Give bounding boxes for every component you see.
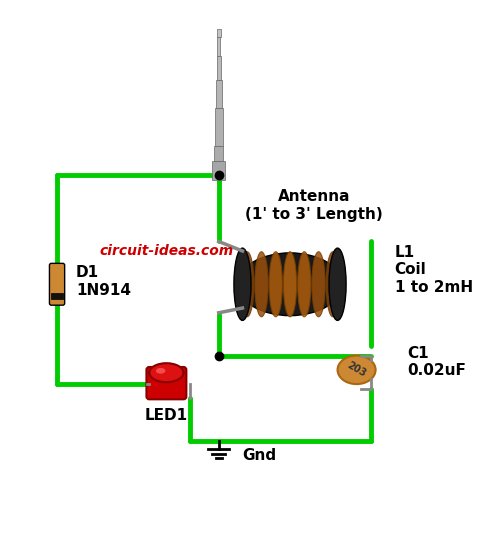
Bar [214, 146, 224, 161]
Text: L1
Coil
1 to 2mH: L1 Coil 1 to 2mH [394, 245, 473, 295]
Ellipse shape [337, 355, 376, 384]
Ellipse shape [329, 248, 346, 320]
Text: circuit-ideas.com: circuit-ideas.com [99, 244, 233, 258]
Bar [217, 30, 221, 37]
Text: Antenna
(1' to 3' Length): Antenna (1' to 3' Length) [245, 189, 383, 221]
Ellipse shape [234, 248, 251, 320]
Ellipse shape [238, 253, 342, 316]
Ellipse shape [326, 252, 339, 317]
Bar [51, 293, 63, 299]
Text: D1
1N914: D1 1N914 [76, 265, 131, 298]
Bar [217, 37, 220, 56]
Ellipse shape [312, 252, 325, 317]
FancyBboxPatch shape [49, 264, 65, 305]
Bar [215, 109, 223, 146]
Text: LED1: LED1 [145, 408, 188, 423]
Bar [217, 56, 221, 80]
Ellipse shape [283, 252, 297, 317]
Ellipse shape [241, 252, 254, 317]
Bar [216, 80, 222, 109]
Ellipse shape [149, 363, 183, 382]
Ellipse shape [156, 368, 166, 374]
Text: Gnd: Gnd [242, 448, 276, 463]
FancyBboxPatch shape [147, 367, 186, 399]
Ellipse shape [298, 252, 311, 317]
Ellipse shape [269, 252, 282, 317]
Ellipse shape [255, 252, 268, 317]
Bar [212, 161, 226, 180]
Text: 203: 203 [345, 360, 368, 379]
Text: C1
0.02uF: C1 0.02uF [407, 346, 466, 379]
